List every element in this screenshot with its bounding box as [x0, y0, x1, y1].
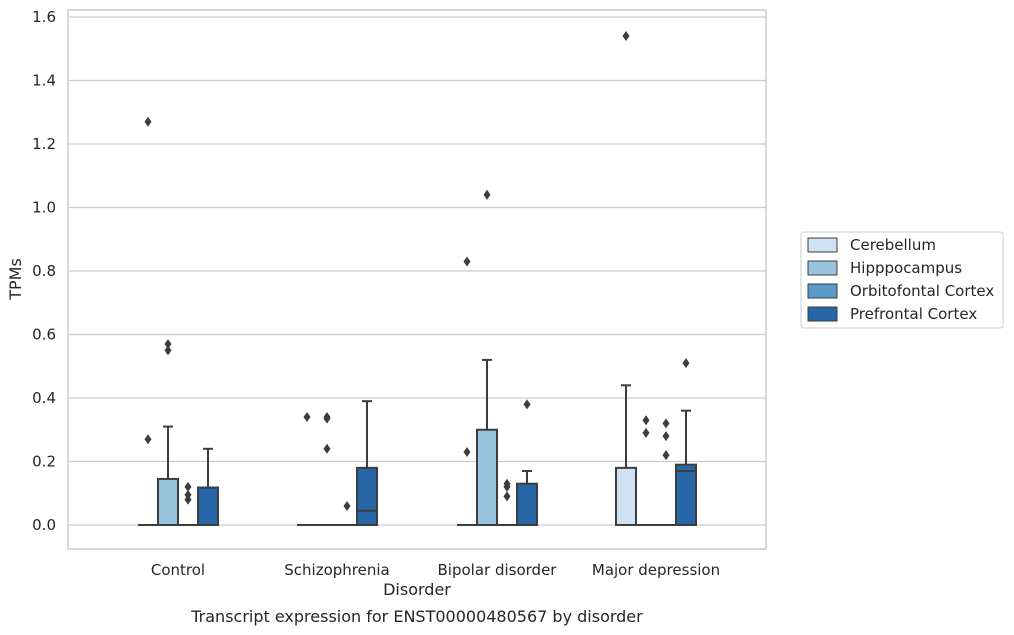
legend-frame — [800, 231, 1004, 329]
box-2-3 — [656, 418, 676, 526]
outlier-point — [144, 434, 152, 445]
legend-swatch — [807, 306, 838, 322]
outlier-point — [523, 399, 531, 410]
legend-label: Prefrontal Cortex — [850, 305, 977, 323]
y-tick-label: 0.8 — [32, 262, 56, 280]
outlier-point — [503, 491, 511, 502]
box-body — [197, 486, 219, 527]
box-1-2 — [476, 189, 498, 526]
outlier-point — [184, 489, 192, 500]
legend-swatch — [807, 237, 838, 253]
outlier-point — [463, 256, 471, 267]
outlier-point — [144, 116, 152, 127]
outlier-point — [343, 500, 351, 511]
outlier-point — [164, 339, 172, 350]
y-axis-title: TPMs — [6, 258, 25, 301]
outlier-point — [303, 412, 311, 423]
outlier-point — [642, 427, 650, 438]
y-tick-label: 1.0 — [32, 199, 56, 217]
outlier-point — [662, 418, 670, 429]
outlier-point — [662, 450, 670, 461]
box-body — [675, 463, 697, 526]
figure-caption: Transcript expression for ENST0000048056… — [190, 607, 643, 626]
x-tick-label: Schizophrenia — [284, 561, 389, 579]
y-tick-label: 1.6 — [32, 8, 56, 26]
box-2-0 — [178, 481, 198, 526]
y-tick-label: 0.4 — [32, 389, 56, 407]
outlier-point — [164, 345, 172, 356]
y-axis-ticks: 0.0 0.2 0.4 0.6 0.8 1.0 1.2 1.4 1.6 — [32, 8, 56, 534]
legend-label: Hipppocampus — [850, 259, 962, 277]
plot-border — [67, 9, 767, 550]
box-3-0 — [197, 447, 219, 527]
box-body — [476, 428, 498, 526]
legend: Cerebellum Hipppocampus Orbitofontal Corte… — [800, 231, 1004, 329]
y-tick-label: 1.4 — [32, 72, 56, 90]
box-0-1 — [297, 412, 317, 526]
x-tick-label: Control — [151, 561, 205, 579]
box-0-0 — [138, 116, 158, 526]
x-tick-label: Major depression — [592, 561, 720, 579]
box-2-1 — [337, 500, 357, 526]
outlier-point — [622, 31, 630, 42]
box-2-2 — [497, 478, 517, 526]
outlier-point — [682, 358, 690, 369]
legend-swatch — [807, 260, 838, 276]
outlier-point — [662, 431, 670, 442]
y-tick-label: 0.2 — [32, 453, 56, 471]
legend-swatch — [807, 283, 838, 299]
outlier-point — [323, 412, 331, 423]
box-body — [157, 477, 179, 526]
outlier-point — [184, 481, 192, 492]
box-1-0 — [157, 339, 179, 526]
box-body — [516, 482, 538, 527]
x-axis-title: Disorder — [383, 580, 451, 599]
box-3-3 — [675, 358, 697, 526]
box-3-2 — [516, 399, 538, 527]
outlier-point — [483, 189, 491, 200]
y-tick-label: 0.6 — [32, 326, 56, 344]
box-plots — [138, 31, 697, 527]
outlier-point — [642, 415, 650, 426]
box-body — [615, 466, 637, 527]
plot-frame — [67, 9, 767, 550]
plot-background — [68, 10, 766, 549]
x-tick-label: Bipolar disorder — [438, 561, 558, 579]
box-3-1 — [356, 400, 378, 527]
outlier-point — [323, 443, 331, 454]
outlier-point — [503, 478, 511, 489]
outlier-point — [463, 446, 471, 457]
box-1-3 — [636, 415, 656, 526]
legend-label: Orbitofontal Cortex — [850, 282, 994, 300]
x-axis-ticks: Control Schizophrenia Bipolar disorder Majo… — [151, 561, 720, 579]
box-body — [356, 466, 378, 527]
y-tick-label: 1.2 — [32, 135, 56, 153]
box-1-1 — [317, 412, 337, 526]
grid-lines — [68, 16, 766, 526]
box-0-2 — [457, 256, 477, 526]
legend-label: Cerebellum — [850, 236, 936, 254]
plot-area — [68, 10, 766, 549]
y-tick-label: 0.0 — [32, 516, 56, 534]
box-0-3 — [615, 31, 637, 527]
